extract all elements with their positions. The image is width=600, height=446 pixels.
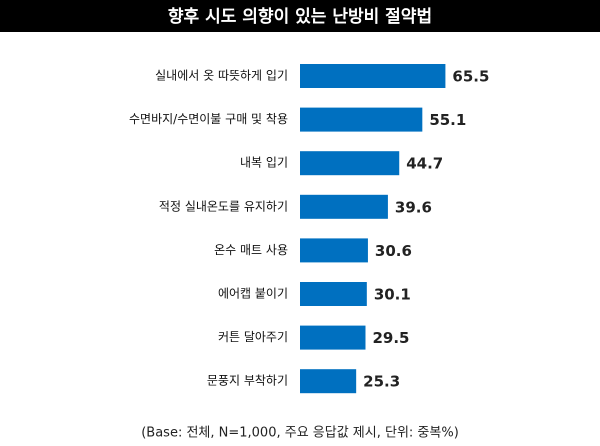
- category-label: 온수 매트 사용: [214, 243, 288, 257]
- bar: [300, 64, 446, 88]
- bar: [300, 151, 400, 176]
- value-label: 29.5: [372, 329, 409, 347]
- value-label: 65.5: [452, 68, 489, 86]
- value-label: 30.1: [374, 286, 411, 304]
- category-label: 문풍지 부착하기: [207, 374, 288, 388]
- value-label: 30.6: [375, 242, 412, 260]
- bar: [300, 325, 366, 350]
- category-label: 내복 입기: [240, 156, 288, 170]
- category-label: 커튼 달아주기: [218, 330, 288, 344]
- footnote: (Base: 전체, N=1,000, 주요 응답값 제시, 단위: 중복%): [141, 426, 459, 441]
- category-label: 에어캡 붙이기: [218, 287, 288, 301]
- value-label: 39.6: [395, 198, 432, 216]
- category-label: 수면바지/수면이불 구매 및 착용: [129, 112, 288, 126]
- bar: [300, 369, 357, 394]
- bar: [300, 194, 388, 219]
- value-label: 55.1: [429, 111, 466, 129]
- bar: [300, 282, 367, 306]
- bar: [300, 107, 423, 132]
- category-label: 적정 실내온도를 유지하기: [159, 199, 288, 213]
- value-label: 25.3: [363, 373, 400, 391]
- category-label: 실내에서 옷 따뜻하게 입기: [155, 69, 288, 83]
- title-banner: [0, 0, 600, 32]
- chart-title: 향후 시도 의향이 있는 난방비 절약법: [168, 6, 432, 27]
- value-label: 44.7: [406, 155, 443, 173]
- bar: [300, 238, 368, 263]
